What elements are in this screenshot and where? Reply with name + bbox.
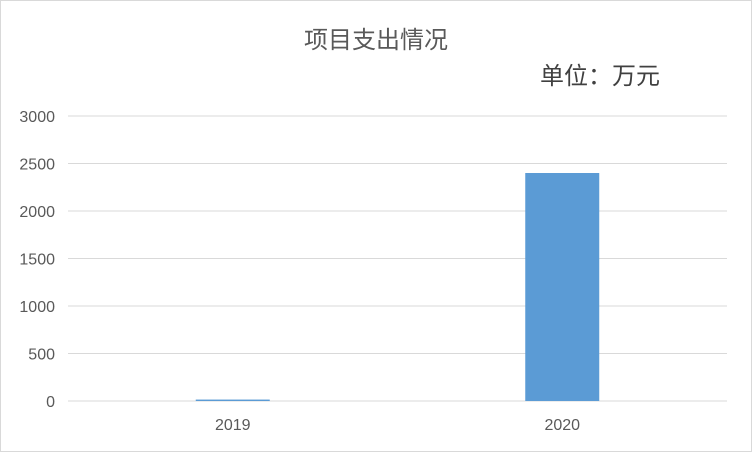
x-tick-label: 2020: [544, 417, 580, 434]
x-axis-ticks: 2019 2020: [215, 417, 580, 434]
y-tick-label: 3000: [19, 109, 55, 126]
y-axis-ticks: 0 500 1000 1500 2000 2500 3000: [19, 109, 55, 411]
chart-title: 项目支出情况: [304, 26, 448, 54]
bars: [195, 173, 600, 401]
y-tick-label: 0: [46, 394, 55, 411]
bar-2019: [195, 399, 270, 401]
y-tick-label: 2000: [19, 204, 55, 221]
chart-unit-label: 单位：万元: [540, 62, 660, 90]
y-tick-label: 1500: [19, 252, 55, 269]
bar-2020: [525, 173, 600, 401]
gridlines: [68, 115, 727, 402]
y-tick-label: 2500: [19, 157, 55, 174]
y-tick-label: 500: [28, 347, 55, 364]
x-tick-label: 2019: [215, 417, 251, 434]
y-tick-label: 1000: [19, 299, 55, 316]
